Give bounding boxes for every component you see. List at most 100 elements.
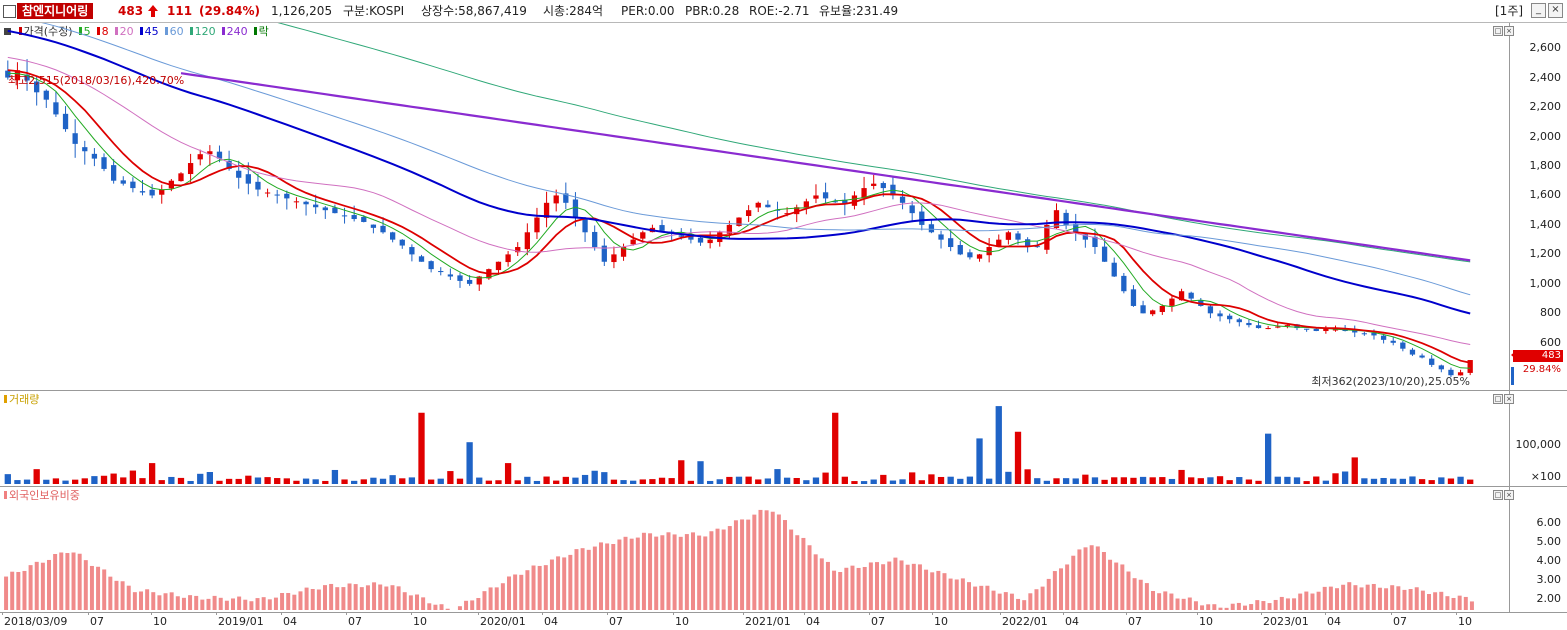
volume-bar [466,442,473,484]
candle-body [1082,234,1088,240]
foreign-ratio-bar [4,576,9,610]
panel-maximize-icon[interactable]: □ [1493,490,1503,500]
volume-bar [726,476,733,484]
volume-chart[interactable] [0,391,1510,486]
period-selector[interactable]: [1주] [1495,4,1524,18]
candle-body [130,181,136,189]
volume-bar [553,480,560,484]
foreign-ratio-bar [1200,605,1205,610]
foreign-ratio-bar [905,564,910,610]
volume-bar [360,479,367,484]
candle-body [1005,232,1012,240]
volume-bar [697,461,704,484]
legend-label: 45 [144,25,159,38]
panel-maximize-icon[interactable]: □ [1493,394,1503,404]
foreign-ratio-bar [635,537,640,610]
price-chart[interactable]: 최고2,515(2018/03/16),420.70% 최저362(2023/10… [0,23,1510,390]
foreign-ratio-bar [139,591,143,610]
candle-body [1034,246,1040,248]
candle-body [1063,212,1069,225]
foreign-ratio-bar [175,596,180,610]
foreign-ratio-bar [402,592,407,610]
candle-body [640,232,646,239]
legend-item[interactable]: 45 [139,25,162,38]
volume-bar [1313,476,1320,484]
legend-item[interactable]: 8 [96,25,112,38]
price-tick-label: 2,600 [1529,41,1562,55]
foreign-ratio-bar [157,595,162,610]
panel-maximize-icon[interactable]: □ [1493,26,1503,36]
foreign-ratio-bar [316,589,321,610]
foreign-ratio-bar [924,569,929,610]
menu-icon[interactable] [3,5,16,18]
scroll-marker[interactable] [1511,367,1514,385]
foreign-ratio-bar [1433,592,1438,610]
stock-name-badge[interactable]: 참엔지니어링 [17,3,94,19]
foreign-ratio-bar [942,573,947,610]
price-change-pct: (29.84%) [199,4,260,18]
foreign-ratio-bar [967,582,971,610]
legend-handle-icon[interactable] [4,491,7,499]
foreign-ratio-bar [108,576,113,610]
market-type: 구분:KOSPI [343,4,405,18]
foreign-ratio-chart[interactable] [0,487,1510,612]
foreign-ratio-bar [568,554,573,610]
foreign-ratio-bar [1261,601,1266,610]
x-tick-label: 07 [1393,615,1407,628]
candle-body [34,81,40,93]
legend-item[interactable]: 240 [221,25,251,38]
volume-panel[interactable]: 거래량 □ × 100,000 ×100 [0,391,1567,486]
minimize-icon[interactable]: _ [1531,3,1546,18]
legend-item[interactable]: 락 [253,25,272,38]
foreign-ratio-bar [1101,552,1106,610]
foreign-ratio-bar [408,595,413,610]
panel-close-icon[interactable]: × [1504,26,1514,36]
legend-item[interactable]: 가격(수정) [18,25,76,38]
price-chart-panel[interactable]: 가격(수정) 5 8 20 45 60 120 240 락 □ × 최고2,515(2018/03… [0,23,1567,390]
volume-bar [937,476,945,484]
volume-bar [1226,480,1233,484]
price-marker-icon [1510,348,1518,365]
foreign-ratio-bar [1328,586,1333,610]
candle-body [678,235,684,237]
volume-bar [1255,480,1262,484]
foreign-ratio-bar [911,563,916,610]
legend-handle-icon[interactable] [4,395,7,403]
panel-close-icon[interactable]: × [1504,394,1514,404]
foreign-ratio-bar [1163,591,1168,610]
foreign-ratio-bar [1377,587,1382,610]
volume-bar [264,477,271,484]
candle-body [1265,328,1271,330]
legend-label: 가격(수정) [23,25,73,38]
foreign-tick-label: 6.00 [1536,516,1562,530]
volume-bar [745,476,752,484]
foreign-ratio-bar [96,566,101,610]
legend-item[interactable]: 20 [114,25,137,38]
legend-item[interactable]: 60 [164,25,187,38]
foreign-ratio-bar [47,559,51,610]
close-icon[interactable]: × [1548,3,1563,18]
candle-body [1275,326,1281,328]
candle-body [1044,224,1050,250]
legend-label: 20 [119,25,134,38]
candle-body [919,211,925,225]
legend-item[interactable]: 120 [189,25,219,38]
candle-body [1121,275,1127,292]
foreign-ratio-bar [1408,589,1413,610]
volume-bar [418,412,425,484]
volume-bar [187,480,194,484]
volume-bar [1409,476,1416,484]
volume-bar [591,470,598,484]
foreign-ratio-bar [323,585,327,610]
foreign-ownership-panel[interactable]: 외국인보유비중 □ × 6.00 5.00 4.00 3.00 2.00 [0,487,1567,612]
candle-body [313,204,319,208]
volume-bar [1014,431,1022,484]
legend-handle-icon[interactable] [4,28,11,35]
panel-close-icon[interactable]: × [1504,490,1514,500]
legend-item[interactable]: 5 [78,25,94,38]
candle-body [976,254,983,259]
x-tick-mark [2,612,3,615]
x-tick-mark [151,612,152,615]
foreign-ratio-bar [1046,578,1051,610]
foreign-ratio-bar [954,579,959,610]
